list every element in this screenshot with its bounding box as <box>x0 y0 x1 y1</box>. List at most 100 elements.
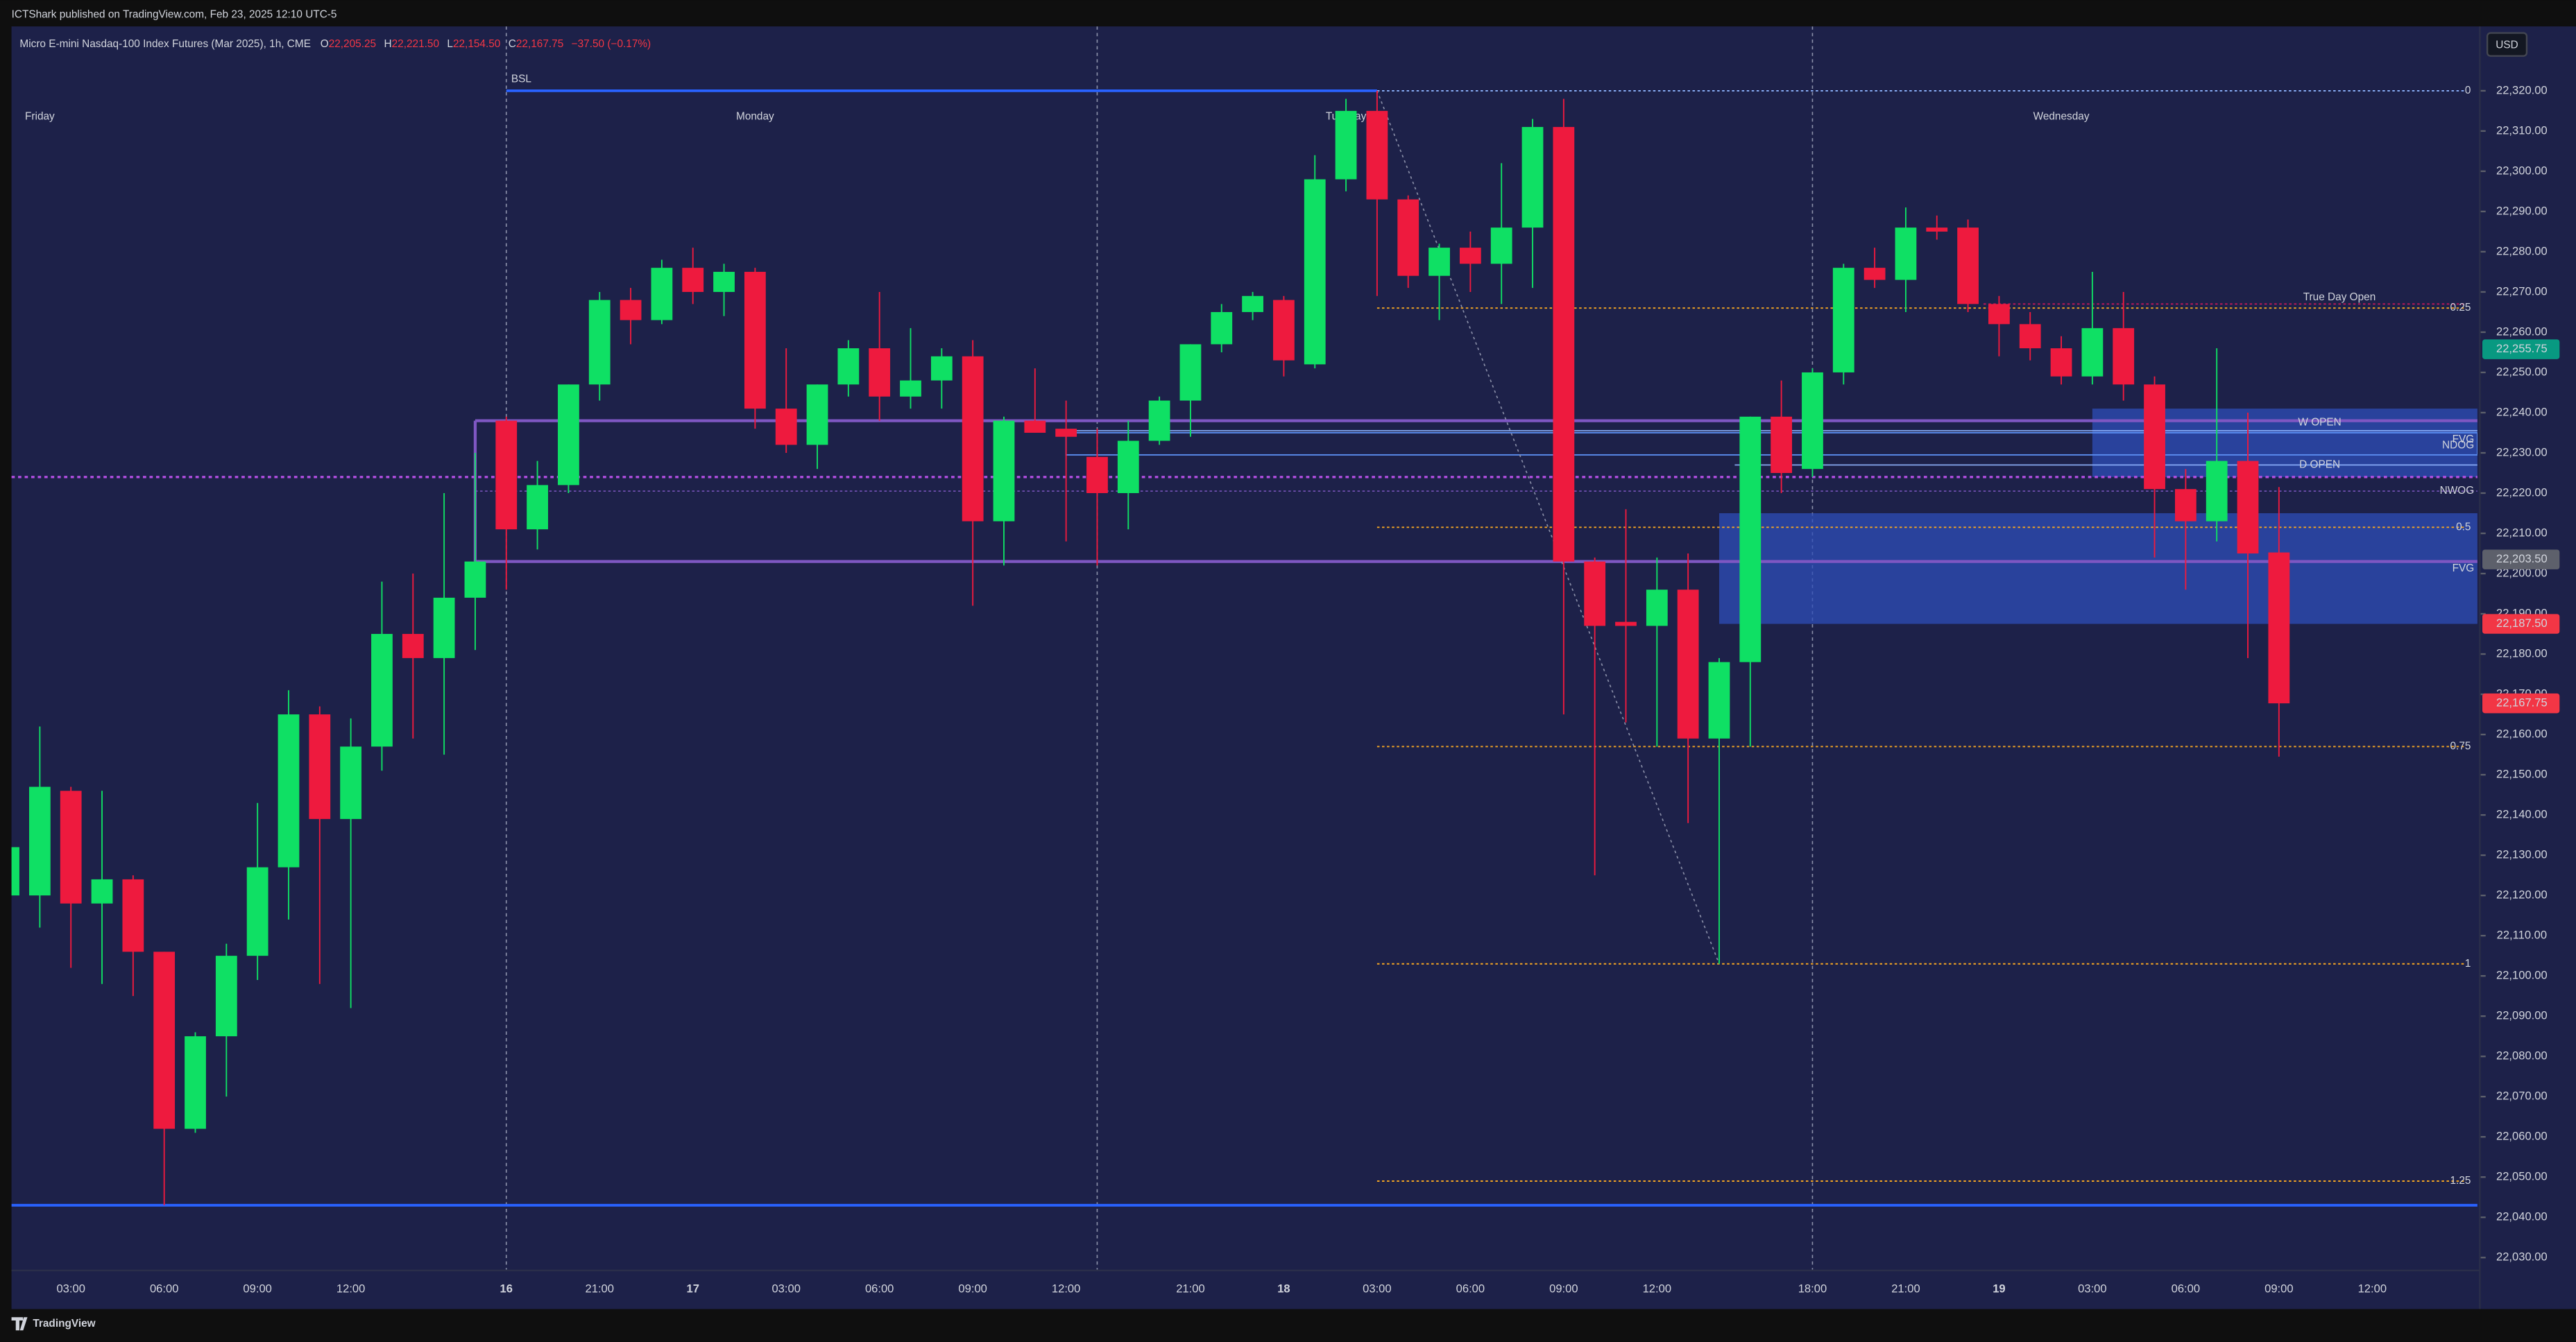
candle-body <box>869 348 891 397</box>
candle-body <box>1335 110 1357 180</box>
candle-body <box>1273 300 1295 361</box>
candle-body <box>246 867 268 956</box>
candle-body <box>1242 295 1263 312</box>
candle-body <box>900 380 921 397</box>
y-tick-label: 22,070.00 <box>2496 1090 2548 1103</box>
y-tick-label: 22,160.00 <box>2496 727 2548 740</box>
x-tick-label: 03:00 <box>1363 1282 1391 1295</box>
x-tick-label: 12:00 <box>1643 1282 1671 1295</box>
currency-box[interactable] <box>2486 32 2528 57</box>
plot-background <box>11 26 2481 1309</box>
candle-body <box>1055 429 1077 437</box>
candle-body <box>1366 110 1388 200</box>
x-tick-label: 09:00 <box>1549 1282 1578 1295</box>
ndog-label: NDOG <box>2442 439 2474 451</box>
candle-body <box>1832 268 1854 372</box>
candle-body <box>1615 621 1637 626</box>
candle-body <box>775 408 797 445</box>
candle-body <box>1086 456 1108 494</box>
y-tick-label: 22,150.00 <box>2496 767 2548 780</box>
candle-body <box>1490 227 1512 264</box>
candle-body <box>215 956 237 1037</box>
candle-body <box>806 384 828 445</box>
candle-body <box>1957 227 1979 304</box>
fib-diagonal <box>1376 90 1720 965</box>
ohlc-value: 22,221.50 <box>392 38 439 50</box>
y-tick-label: 22,320.00 <box>2496 83 2548 96</box>
candle-body <box>2174 489 2197 522</box>
fib-label: 0 <box>2465 85 2471 96</box>
x-tick-label: 09:00 <box>2264 1282 2293 1295</box>
y-tick-label: 22,100.00 <box>2496 969 2548 982</box>
candle-body <box>1024 420 1046 433</box>
candle-body <box>1117 440 1139 494</box>
y-tick-label: 22,270.00 <box>2496 284 2548 298</box>
fib-label: 0.75 <box>2450 741 2471 752</box>
price-label-box <box>2482 693 2560 714</box>
x-tick-label: 12:00 <box>1052 1282 1080 1295</box>
candle-body <box>1584 561 1606 626</box>
candle-body <box>2113 328 2135 385</box>
price-label: 22,187.50 <box>2496 617 2548 630</box>
candle-body <box>2050 348 2072 377</box>
x-tick-label: 09:00 <box>243 1282 271 1295</box>
candle-body <box>153 952 176 1129</box>
candle-body <box>682 268 704 292</box>
y-tick-label: 22,220.00 <box>2496 485 2548 499</box>
candle-body <box>2019 324 2041 349</box>
price-label: 22,167.75 <box>2496 696 2548 709</box>
candle-body <box>11 847 19 896</box>
x-tick-label: 06:00 <box>2172 1282 2200 1295</box>
candle-body <box>588 300 611 385</box>
axis-layer: 22,030.00 22,040.00 22,050.00 22,060.00 22,0… <box>56 83 2560 1295</box>
candle-body <box>744 271 766 409</box>
candle-body <box>1304 179 1326 365</box>
y-tick-label: 22,080.00 <box>2496 1049 2548 1063</box>
candle-body <box>2206 461 2228 522</box>
price-label: 22,203.50 <box>2496 552 2548 565</box>
fib-label: 1 <box>2465 958 2471 970</box>
y-tick-label: 22,050.00 <box>2496 1170 2548 1183</box>
w-open-label: W OPEN <box>2298 416 2341 428</box>
x-tick-label: 06:00 <box>150 1282 178 1295</box>
x-tick-label: 21:00 <box>1176 1282 1204 1295</box>
ohlc-key: H <box>384 38 391 50</box>
y-tick-label: 22,250.00 <box>2496 365 2548 378</box>
d-open-label: D OPEN <box>2299 458 2340 470</box>
candle-body <box>402 634 424 658</box>
candle-body <box>1771 416 1793 473</box>
y-tick-label: 22,210.00 <box>2496 526 2548 539</box>
candle-body <box>1148 400 1170 441</box>
y-tick-label: 22,290.00 <box>2496 204 2548 217</box>
candle-body <box>930 356 953 381</box>
fvg-label: FVG <box>2453 562 2475 574</box>
true-day-open-label: True Day Open <box>2303 291 2376 303</box>
ohlc-key: L <box>447 38 453 50</box>
candle-body <box>122 879 144 952</box>
nwog-label: NWOG <box>2440 485 2475 497</box>
candle-body <box>620 300 642 320</box>
candle-body <box>2081 328 2104 377</box>
fib-label: 1.25 <box>2450 1175 2471 1187</box>
ohlc-key: O <box>321 38 329 50</box>
x-tick-label: 12:00 <box>336 1282 365 1295</box>
candle-body <box>1863 268 1886 280</box>
candle-body <box>651 268 673 320</box>
candle-body <box>837 348 860 385</box>
footer-logo <box>11 1317 28 1331</box>
y-tick-label: 22,110.00 <box>2497 929 2547 942</box>
y-tick-label: 22,180.00 <box>2496 646 2548 660</box>
candle-body <box>962 356 984 522</box>
candle-body <box>1397 199 1419 276</box>
candle-body <box>2144 384 2165 490</box>
price-label: 22,255.75 <box>2496 342 2548 355</box>
y-tick-label: 22,310.00 <box>2496 123 2548 137</box>
x-tick-label: 03:00 <box>2078 1282 2106 1295</box>
x-tick-label: 21:00 <box>586 1282 614 1295</box>
candle-body <box>713 271 735 292</box>
y-tick-label: 22,280.00 <box>2496 244 2548 257</box>
x-tick-label: 18 <box>1277 1282 1290 1295</box>
currency[interactable]: USD <box>2496 39 2518 51</box>
